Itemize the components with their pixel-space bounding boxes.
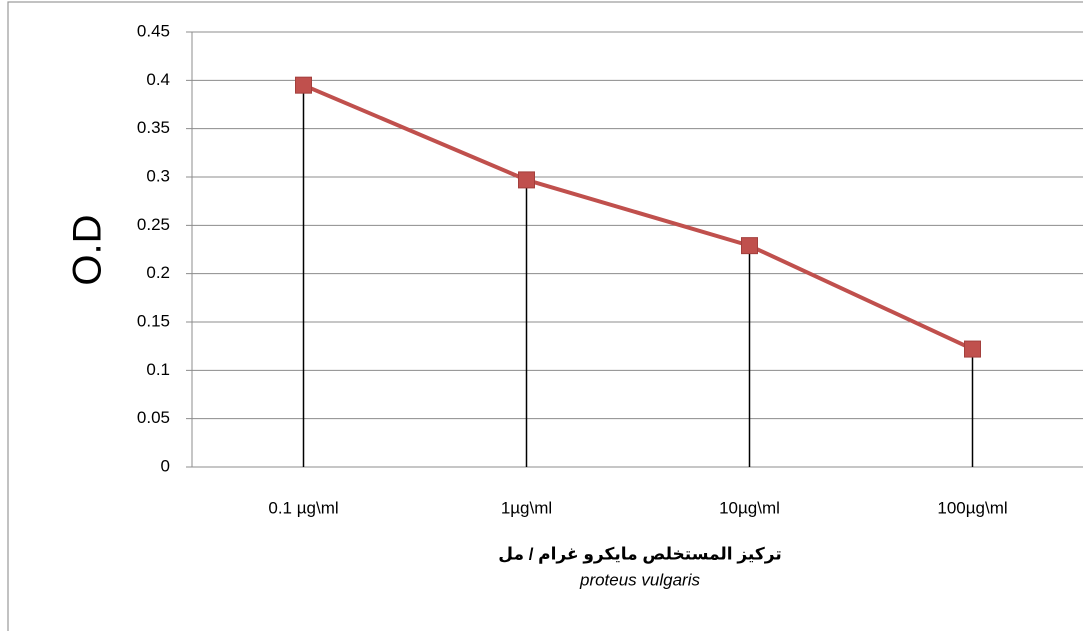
x-axis-title: تركيز المستخلص مايكرو غرام / مل <box>498 544 781 564</box>
marker <box>518 171 535 189</box>
y-tick-label: 0.25 <box>137 215 170 234</box>
x-tick-label: 100µg\ml <box>937 498 1007 517</box>
y-tick-label: 0.4 <box>146 70 170 89</box>
x-tick-label: 10µg\ml <box>719 498 780 517</box>
x-axis-subtitle: proteus vulgaris <box>579 570 701 589</box>
x-tick-label: 0.1 µg\ml <box>268 498 338 517</box>
y-tick-label: 0.15 <box>137 311 170 330</box>
y-tick-label: 0.45 <box>137 21 170 40</box>
y-tick-label: 0 <box>161 456 170 475</box>
series-line <box>302 83 974 351</box>
y-tick-label: 0.35 <box>137 118 170 137</box>
y-tick-label: 0.1 <box>146 360 170 379</box>
marker <box>741 237 758 255</box>
y-tick-label: 0.2 <box>146 263 170 282</box>
marker <box>964 340 981 358</box>
y-axis-title: O.D <box>66 214 110 285</box>
y-tick-label: 0.05 <box>137 408 170 427</box>
y-tick-label: 0.3 <box>146 166 170 185</box>
x-tick-label: 1µg\ml <box>501 498 552 517</box>
marker <box>295 76 312 94</box>
chart-frame <box>7 1 1083 631</box>
